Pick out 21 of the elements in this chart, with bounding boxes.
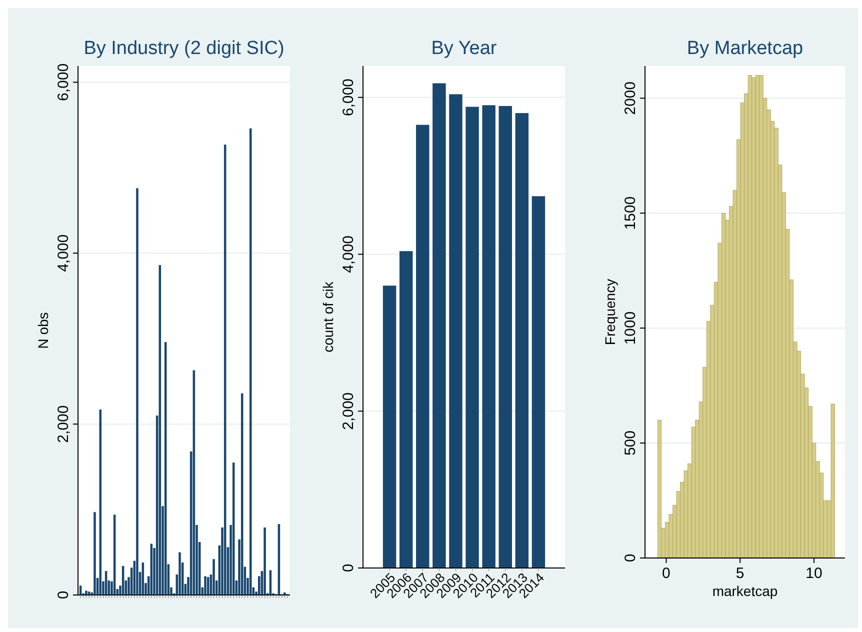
chart-title: By Industry (2 digit SIC) [84, 38, 284, 59]
chart-title: By Year [431, 38, 498, 59]
x-tick-label: 10 [806, 565, 822, 582]
y-tick-label: 4,000 [340, 235, 357, 274]
x-tick-label: 5 [736, 565, 744, 582]
y-axis-title: N obs [35, 312, 51, 349]
chart-title: By Marketcap [686, 38, 804, 59]
y-tick-label: 1500 [622, 196, 639, 230]
y-tick-label: 2,000 [340, 392, 357, 430]
y-tick-label: 1000 [622, 311, 639, 345]
y-tick-label: 2,000 [55, 405, 72, 443]
x-axis-title: marketcap [712, 583, 778, 599]
y-tick-label: 0 [622, 554, 639, 562]
y-axis-title: count of cik [320, 280, 336, 352]
y-axis-title: Frequency [602, 278, 618, 346]
x-tick-label: 0 [662, 565, 670, 582]
y-tick-label: 500 [622, 430, 639, 456]
y-tick-label: 6,000 [55, 63, 72, 102]
y-tick-label: 4,000 [55, 234, 72, 272]
y-tick-label: 6,000 [340, 78, 357, 116]
y-tick-label: 2000 [622, 82, 639, 115]
